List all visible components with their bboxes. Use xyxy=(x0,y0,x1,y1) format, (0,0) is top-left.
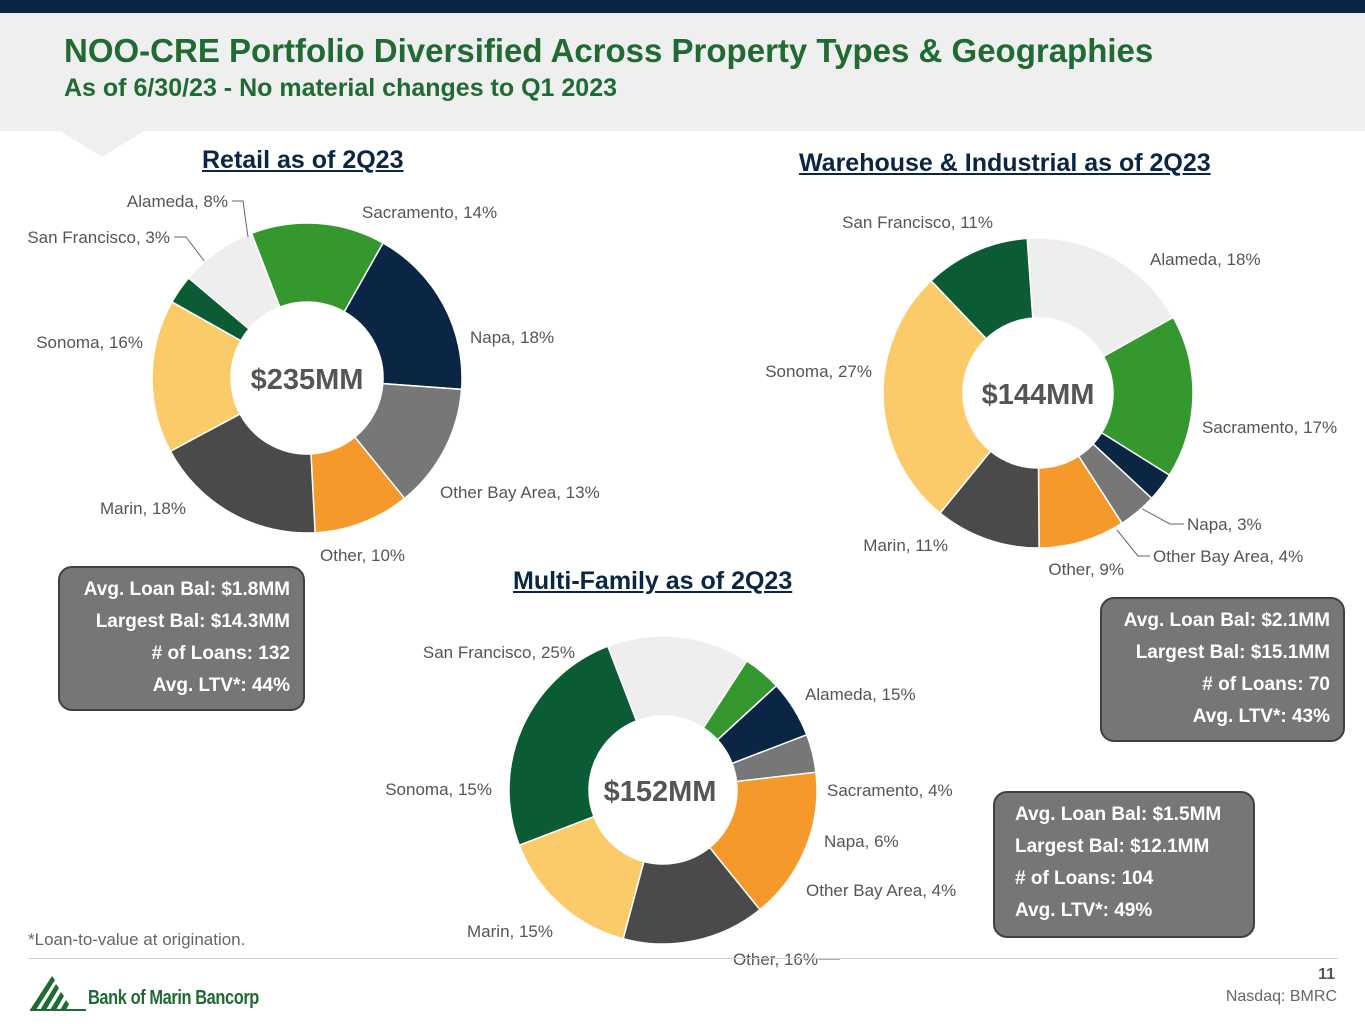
retail-label-sacramento: Sacramento, 14% xyxy=(362,203,497,222)
retail-label-sonoma: Sonoma, 16% xyxy=(36,333,143,352)
multifamily-slice-sonoma xyxy=(518,815,645,940)
warehouse-avg-ltv: Avg. LTV*: 43% xyxy=(1192,706,1330,727)
retail-stats-box: Avg. Loan Bal: $1.8MM Largest Bal: $14.3… xyxy=(58,566,305,711)
ltv-footnote: *Loan-to-value at origination. xyxy=(28,930,246,949)
top-accent-bar xyxy=(0,0,1365,13)
bank-logo-text: Bank of Marin Bancorp xyxy=(88,987,259,1009)
multifamily-avg-loan: Avg. Loan Bal: $1.5MM xyxy=(1015,804,1222,825)
multifamily-chart-title: Multi-Family as of 2Q23 xyxy=(513,567,793,595)
warehouse-label-san-francisco: San Francisco, 11% xyxy=(842,213,993,232)
multifamily-label-sonoma: Sonoma, 15% xyxy=(385,780,492,799)
warehouse-stats-box: Avg. Loan Bal: $2.1MM Largest Bal: $15.1… xyxy=(1100,597,1345,742)
multifamily-slice-alameda xyxy=(606,635,748,729)
retail-leader-alameda xyxy=(232,200,249,238)
retail-avg-loan: Avg. Loan Bal: $1.8MM xyxy=(83,579,290,600)
retail-donut: Sacramento, 14% Napa, 18% Other Bay Area, … xyxy=(27,192,599,565)
multifamily-loan-count: # of Loans: 104 xyxy=(1015,868,1154,889)
warehouse-label-other: Other, 9% xyxy=(1048,560,1124,579)
retail-slice-marin xyxy=(169,412,316,534)
retail-largest-bal: Largest Bal: $14.3MM xyxy=(95,611,290,632)
warehouse-leader-napa xyxy=(1136,505,1184,525)
multifamily-stats-box: Avg. Loan Bal: $1.5MM Largest Bal: $12.1… xyxy=(993,791,1255,938)
warehouse-label-other-bay-area: Other Bay Area, 4% xyxy=(1153,547,1303,566)
retail-label-other: Other, 10% xyxy=(320,546,405,565)
multifamily-largest-bal: Largest Bal: $12.1MM xyxy=(1015,836,1210,857)
warehouse-slice-san-francisco xyxy=(930,237,1034,340)
warehouse-label-napa: Napa, 3% xyxy=(1187,515,1262,534)
retail-center-total: $235MM xyxy=(251,364,364,396)
warehouse-largest-bal: Largest Bal: $15.1MM xyxy=(1135,642,1330,663)
retail-slice-alameda xyxy=(187,232,281,331)
retail-loan-count: # of Loans: 132 xyxy=(151,643,290,664)
retail-chart-title: Retail as of 2Q23 xyxy=(202,146,404,174)
warehouse-label-sacramento: Sacramento, 17% xyxy=(1202,418,1337,437)
ticker-symbol: Nasdaq: BMRC xyxy=(1225,988,1337,1005)
multifamily-center-total: $152MM xyxy=(604,776,717,808)
retail-avg-ltv: Avg. LTV*: 44% xyxy=(152,675,290,696)
multifamily-label-sacramento: Sacramento, 4% xyxy=(827,781,953,800)
warehouse-label-sonoma: Sonoma, 27% xyxy=(765,362,872,381)
page-title: NOO-CRE Portfolio Diversified Across Pro… xyxy=(64,32,1154,69)
multifamily-label-napa: Napa, 6% xyxy=(824,832,899,851)
bank-logo-icon xyxy=(30,976,86,1011)
retail-leader-san-francisco xyxy=(174,236,206,263)
page-subtitle: As of 6/30/23 - No material changes to Q… xyxy=(64,74,618,102)
header-notch xyxy=(60,131,144,157)
warehouse-leader-other-bay-area xyxy=(1116,529,1150,557)
retail-slice-sonoma xyxy=(151,300,242,453)
warehouse-label-alameda: Alameda, 18% xyxy=(1150,250,1261,269)
retail-label-marin: Marin, 18% xyxy=(100,499,186,518)
warehouse-avg-loan: Avg. Loan Bal: $2.1MM xyxy=(1123,610,1330,631)
retail-label-san-francisco: San Francisco, 3% xyxy=(27,228,170,247)
warehouse-center-total: $144MM xyxy=(982,379,1095,411)
multifamily-label-marin: Marin, 15% xyxy=(467,922,553,941)
multifamily-label-san-francisco: San Francisco, 25% xyxy=(423,643,575,662)
multifamily-label-alameda: Alameda, 15% xyxy=(805,685,916,704)
multifamily-slice-marin xyxy=(622,846,761,945)
header-band xyxy=(0,13,1365,131)
multifamily-label-other: Other, 16% xyxy=(733,950,818,969)
multifamily-donut: Alameda, 15% Sacramento, 4% Napa, 6% Other … xyxy=(385,635,956,969)
retail-label-alameda: Alameda, 8% xyxy=(127,192,228,211)
multifamily-label-other-bay-area: Other Bay Area, 4% xyxy=(806,881,956,900)
warehouse-chart-title: Warehouse & Industrial as of 2Q23 xyxy=(799,149,1211,177)
multifamily-avg-ltv: Avg. LTV*: 49% xyxy=(1015,900,1153,921)
retail-slice-napa xyxy=(343,241,463,391)
footer-divider xyxy=(28,958,1338,959)
multifamily-slice-san-francisco xyxy=(508,645,638,847)
warehouse-loan-count: # of Loans: 70 xyxy=(1202,674,1330,695)
warehouse-donut: Alameda, 18% Sacramento, 17% Napa, 3% Other… xyxy=(765,213,1337,579)
retail-label-other-bay-area: Other Bay Area, 13% xyxy=(440,483,600,502)
page-number: 11 xyxy=(1318,966,1335,983)
warehouse-slice-sonoma xyxy=(882,279,992,515)
warehouse-slice-alameda xyxy=(1026,237,1175,358)
retail-label-napa: Napa, 18% xyxy=(470,328,554,347)
warehouse-label-marin: Marin, 11% xyxy=(863,536,948,555)
